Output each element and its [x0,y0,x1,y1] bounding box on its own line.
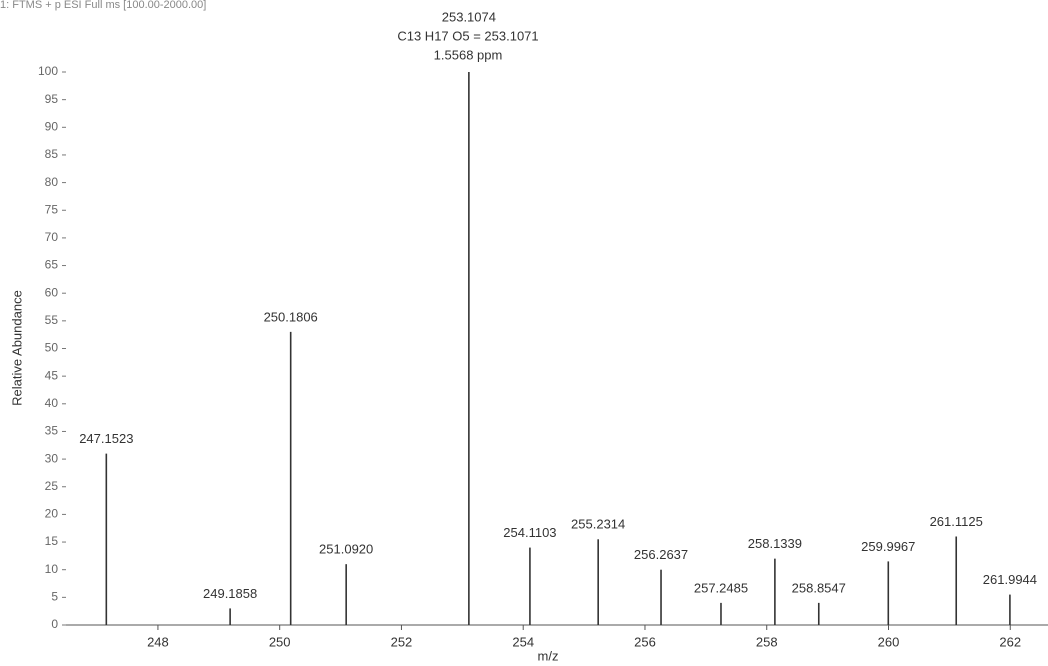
x-axis-label: m/z [538,648,559,663]
peak-label: 257.2485 [694,580,748,595]
chart-title: 1: FTMS + p ESI Full ms [100.00-2000.00] [0,0,206,11]
annotation: C13 H17 O5 = 253.1071 [397,28,538,43]
y-axis-label: Relative Abundance [9,290,24,406]
y-tick-label: 5 [51,590,58,604]
x-tick-label: 248 [147,634,169,649]
peak-label: 250.1806 [264,309,318,324]
y-tick-label: 85 [45,147,59,161]
y-tick-label: 90 [45,119,59,133]
x-tick-label: 252 [391,634,413,649]
y-tick-label: 70 [45,230,59,244]
peak-label: 249.1858 [203,586,257,601]
peak-label: 258.8547 [792,580,846,595]
y-tick-label: 65 [45,258,59,272]
peak-label: 259.9967 [861,539,915,554]
peak-label: 256.2637 [634,547,688,562]
y-tick-label: 50 [45,341,59,355]
peak-label: 261.9944 [983,572,1037,587]
peak-label: 253.1074 [442,9,496,24]
peak-label: 251.0920 [319,542,373,557]
peak-label: 247.1523 [79,431,133,446]
y-tick-label: 60 [45,285,59,299]
annotation: 1.5568 ppm [434,47,503,62]
y-tick-label: 100 [38,64,58,78]
peak-label: 261.1125 [930,514,983,529]
peak-label: 255.2314 [571,517,625,532]
y-tick-label: 40 [45,396,59,410]
y-tick-label: 15 [45,534,59,548]
x-tick-label: 250 [269,634,291,649]
peak-label: 254.1103 [503,525,556,540]
y-tick-label: 80 [45,175,59,189]
x-tick-label: 254 [512,634,534,649]
peak-label: 258.1339 [748,536,802,551]
y-tick-label: 30 [45,451,59,465]
x-tick-label: 262 [999,634,1021,649]
y-tick-label: 95 [45,92,59,106]
y-tick-label: 75 [45,202,59,216]
y-tick-label: 45 [45,368,59,382]
y-tick-label: 25 [45,479,59,493]
y-tick-label: 10 [45,562,59,576]
y-tick-label: 20 [45,507,59,521]
x-tick-label: 258 [756,634,778,649]
y-tick-label: 55 [45,313,59,327]
y-tick-label: 0 [51,617,58,631]
y-tick-label: 35 [45,424,59,438]
x-tick-label: 256 [634,634,656,649]
x-tick-label: 260 [878,634,900,649]
